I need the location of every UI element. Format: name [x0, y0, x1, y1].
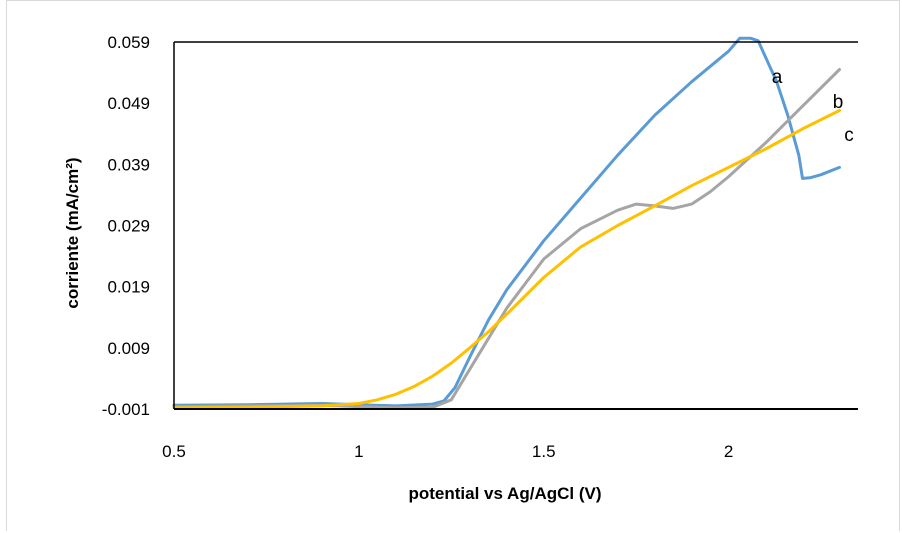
y-tick-label: 0.059 — [107, 33, 150, 52]
series-line-a — [172, 36, 841, 408]
x-axis-title: potential vs Ag/AgCl (V) — [409, 484, 602, 503]
y-tick-label: -0.001 — [102, 400, 150, 419]
series-labels: a bc — [772, 67, 854, 146]
y-tick-label: 0.029 — [107, 217, 150, 236]
series-line-b — [172, 68, 841, 410]
series-line-c — [172, 109, 841, 410]
plot-lines — [172, 36, 841, 410]
x-tick-label: 0.5 — [162, 442, 186, 461]
series-label-b: b — [833, 92, 844, 113]
series-label-c: c — [844, 125, 854, 146]
x-tick-label: 1 — [354, 442, 363, 461]
x-tick-label: 2 — [724, 442, 733, 461]
x-tick-labels: 0.5 1 1.5 2 — [162, 442, 733, 461]
series-label-a: a — [772, 67, 783, 88]
x-tick-label: 1.5 — [532, 442, 556, 461]
y-tick-label: 0.039 — [107, 155, 150, 174]
y-axis-title: corriente (mA/cm²) — [63, 157, 82, 308]
y-tick-label: 0.009 — [107, 339, 150, 358]
y-tick-label: 0.019 — [107, 278, 150, 297]
y-tick-labels: -0.001 0.009 0.019 0.029 0.039 0.049 0.059 — [102, 33, 150, 419]
y-tick-label: 0.049 — [107, 94, 150, 113]
chart-frame — [6, 0, 900, 531]
